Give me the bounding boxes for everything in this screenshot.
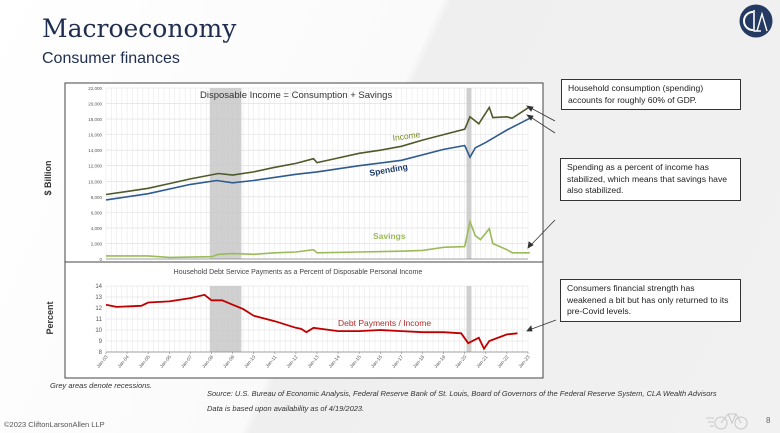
income-series-label: Income xyxy=(392,129,421,143)
series-line-debt-payments-income xyxy=(105,293,518,351)
callout-consumption: Household consumption (spending) account… xyxy=(561,79,741,110)
top-y-axis-label: $ Billion xyxy=(43,160,53,195)
y-tick-label: 16,000 xyxy=(88,133,102,138)
y-tick-label: 18,000 xyxy=(88,117,102,122)
y-tick-label: 13 xyxy=(95,295,102,301)
y-tick-label: 4,000 xyxy=(91,226,103,231)
recession-band xyxy=(466,286,472,352)
data-as-of-note: Data is based upon availability as of 4/… xyxy=(207,404,365,413)
y-tick-label: 22,000 xyxy=(88,86,102,91)
y-tick-label: 20,000 xyxy=(88,102,102,107)
callout-arrows xyxy=(526,105,557,332)
y-tick-label: 6,000 xyxy=(91,210,103,215)
top-chart-title: Disposable Income = Consumption + Saving… xyxy=(200,90,392,101)
recession-band xyxy=(209,286,242,352)
y-tick-label: 14,000 xyxy=(88,148,102,153)
bottom-y-axis-label: Percent xyxy=(45,301,55,334)
y-tick-label: 8 xyxy=(99,350,103,356)
bottom-chart-title: Household Debt Service Payments as a Per… xyxy=(174,269,423,276)
savings-series-label: Savings xyxy=(373,231,406,241)
callout-spending-ratio: Spending as a percent of income has stab… xyxy=(560,158,741,201)
source-note: Source: U.S. Bureau of Economic Analysis… xyxy=(207,389,717,398)
y-tick-label: 10,000 xyxy=(88,179,102,184)
y-tick-label: 12 xyxy=(95,306,102,312)
debt-series-label: Debt Payments / Income xyxy=(338,318,431,328)
bicycle-icon xyxy=(706,413,748,430)
y-tick-label: 0 xyxy=(99,257,102,262)
y-tick-label: 12,000 xyxy=(88,164,102,169)
top-chart-frame xyxy=(64,82,544,263)
y-tick-label: 9 xyxy=(99,339,103,345)
callout-financial-strength: Consumers financial strength has weakene… xyxy=(560,279,741,322)
page-number: 8 xyxy=(766,416,771,425)
series-line-income xyxy=(105,105,531,196)
page-title: Macroeconomy xyxy=(42,14,237,43)
cla-logo xyxy=(739,4,773,38)
y-tick-label: 14 xyxy=(95,284,102,290)
y-tick-label: 8,000 xyxy=(91,195,103,200)
page-subtitle: Consumer finances xyxy=(42,50,180,67)
recession-note: Grey areas denote recessions. xyxy=(50,381,153,390)
series-line-spending xyxy=(105,117,531,201)
copyright: ©2023 CliftonLarsonAllen LLP xyxy=(4,420,105,429)
y-tick-label: 2,000 xyxy=(91,241,103,246)
recession-band xyxy=(466,88,472,259)
y-tick-label: 11 xyxy=(96,317,103,323)
y-tick-label: 10 xyxy=(95,328,102,334)
series-line-savings xyxy=(106,218,530,259)
bottom-chart-frame xyxy=(64,261,544,379)
